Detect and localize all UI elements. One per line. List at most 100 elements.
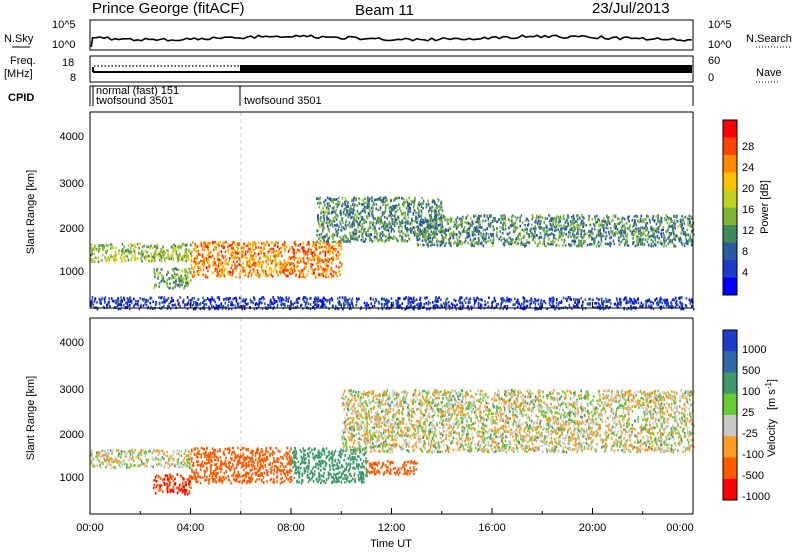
scatter-cell	[157, 246, 159, 250]
power-cb-tick-24: 24	[742, 162, 754, 174]
scatter-cell	[100, 244, 103, 247]
scatter-cell	[247, 302, 249, 305]
scatter-cell	[252, 301, 254, 305]
scatter-cell	[522, 301, 525, 304]
scatter-cell	[400, 238, 403, 242]
scatter-cell	[129, 307, 131, 311]
scatter-cell	[443, 229, 445, 232]
scatter-cell	[534, 219, 537, 223]
scatter-cell	[690, 300, 693, 303]
scatter-cell	[660, 217, 663, 221]
scatter-cell	[599, 232, 602, 235]
scatter-cell	[347, 223, 349, 227]
scatter-cell	[334, 211, 337, 215]
scatter-cell	[636, 298, 639, 301]
scatter-cell	[158, 281, 161, 285]
scatter-cell	[230, 266, 232, 270]
scatter-cell	[569, 296, 571, 299]
scatter-cell	[342, 238, 345, 242]
scatter-cell	[315, 305, 318, 308]
scatter-cell	[610, 302, 612, 305]
scatter-cell	[473, 228, 475, 231]
scatter-cell	[583, 229, 586, 233]
scatter-cell	[407, 204, 409, 207]
scatter-cell	[262, 248, 265, 251]
scatter-cell	[325, 246, 328, 250]
scatter-cell	[600, 223, 603, 227]
scatter-cell	[387, 236, 390, 240]
scatter-cell	[487, 301, 489, 304]
scatter-cell	[580, 244, 583, 248]
scatter-cell	[434, 210, 436, 213]
scatter-cell	[230, 307, 233, 311]
scatter-cell	[385, 228, 388, 232]
scatter-cell	[426, 225, 429, 228]
scatter-cell	[295, 299, 298, 302]
scatter-cell	[449, 242, 452, 246]
scatter-cell	[205, 274, 207, 277]
scatter-cell	[365, 233, 367, 236]
scatter-cell	[679, 220, 682, 224]
scatter-cell	[650, 227, 652, 231]
scatter-cell	[342, 221, 344, 224]
scatter-cell	[280, 298, 283, 302]
scatter-cell	[424, 234, 427, 237]
scatter-cell	[210, 251, 213, 254]
scatter-cell	[435, 203, 438, 207]
scatter-cell	[618, 243, 621, 246]
scatter-cell	[168, 257, 171, 261]
scatter-cell	[185, 244, 188, 247]
scatter-cell	[324, 254, 327, 257]
scatter-cell	[436, 232, 438, 236]
scatter-cell	[155, 252, 157, 256]
scatter-cell	[187, 302, 189, 305]
scatter-cell	[567, 215, 569, 218]
scatter-cell	[368, 197, 371, 201]
scatter-cell	[366, 206, 369, 209]
scatter-cell	[299, 259, 302, 263]
scatter-cell	[232, 303, 234, 307]
scatter-cell	[673, 242, 675, 246]
scatter-cell	[543, 237, 545, 241]
scatter-cell	[185, 270, 188, 273]
scatter-cell	[323, 200, 325, 204]
scatter-cell	[670, 302, 673, 306]
scatter-cell	[442, 238, 445, 242]
scatter-cell	[352, 208, 354, 211]
scatter-cell	[379, 220, 382, 224]
scatter-cell	[385, 204, 387, 207]
scatter-cell	[441, 305, 444, 309]
scatter-cell	[219, 268, 221, 271]
scatter-cell	[581, 219, 584, 223]
scatter-cell	[493, 296, 496, 300]
scatter-cell	[208, 252, 210, 255]
scatter-cell	[145, 258, 147, 261]
scatter-cell	[619, 297, 622, 301]
scatter-cell	[302, 275, 304, 279]
scatter-cell	[482, 228, 485, 232]
scatter-cell	[322, 304, 324, 307]
scatter-cell	[440, 298, 442, 302]
scatter-cell	[275, 249, 278, 253]
scatter-cell	[552, 299, 555, 303]
scatter-cell	[242, 266, 244, 269]
scatter-cell	[277, 296, 279, 299]
scatter-cell	[411, 228, 413, 232]
scatter-cell	[582, 300, 584, 304]
scatter-cell	[682, 232, 685, 236]
scatter-cell	[467, 300, 470, 304]
scatter-cell	[339, 261, 341, 264]
scatter-cell	[336, 218, 338, 222]
scatter-cell	[398, 196, 401, 200]
scatter-cell	[335, 257, 338, 260]
scatter-cell	[273, 257, 276, 261]
scatter-cell	[92, 303, 95, 306]
scatter-cell	[450, 244, 452, 248]
scatter-cell	[588, 233, 590, 237]
scatter-cell	[383, 234, 385, 237]
scatter-cell	[283, 259, 286, 262]
scatter-cell	[252, 259, 254, 263]
scatter-cell	[212, 305, 215, 309]
scatter-cell	[418, 229, 421, 233]
scatter-cell	[688, 218, 690, 221]
